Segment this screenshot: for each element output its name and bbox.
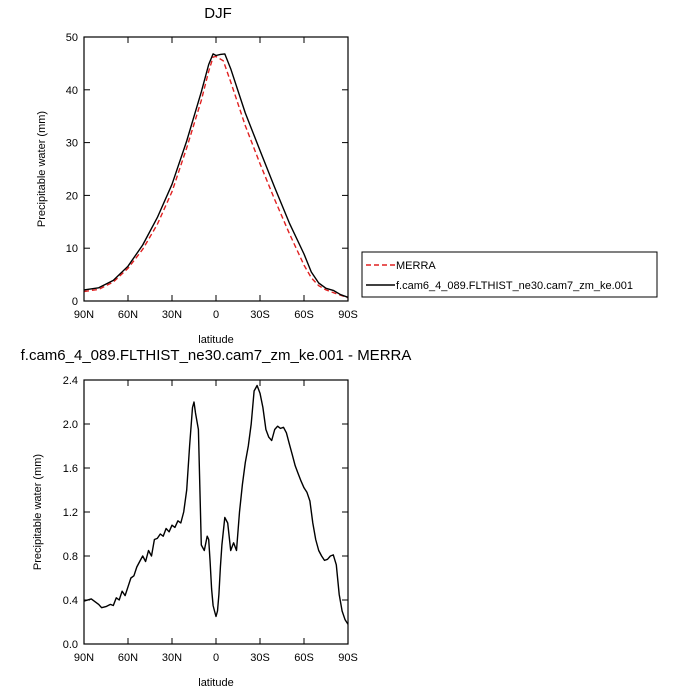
- top-plot-frame: [83, 36, 349, 302]
- y-tick-label: 0.0: [63, 639, 78, 651]
- x-tick-label: 30N: [162, 309, 182, 321]
- x-tick-label: 60N: [118, 309, 138, 321]
- y-tick-label: 0.8: [63, 551, 78, 563]
- y-tick-label: 40: [66, 85, 78, 97]
- top-y-ticks: 0 10 20 30 40 50: [66, 32, 348, 308]
- x-tick-label: 90N: [74, 652, 94, 664]
- y-tick-label: 2.4: [63, 375, 78, 387]
- top-chart: DJF 0 10 20 30 40 50 90N 60N 30N 0 30S 60S 90S Prec…: [36, 5, 358, 346]
- series-line-0: [83, 55, 349, 299]
- top-chart-title: DJF: [204, 5, 232, 22]
- y-tick-label: 1.6: [63, 463, 78, 475]
- x-tick-label: 90N: [74, 309, 94, 321]
- x-tick-label: 30S: [250, 309, 270, 321]
- x-tick-label: 0: [213, 309, 219, 321]
- series-line-1: [83, 53, 349, 298]
- bottom-plot-frame: [83, 379, 349, 645]
- y-tick-label: 10: [66, 243, 78, 255]
- bottom-y-axis-label: Precipitable water (mm): [32, 454, 44, 570]
- x-tick-label: 90S: [338, 652, 358, 664]
- y-tick-label: 0: [72, 296, 78, 308]
- series-line-0: [83, 384, 349, 625]
- bottom-y-ticks: 0.0 0.4 0.8 1.2 1.6 2.0 2.4: [63, 375, 348, 651]
- y-tick-label: 30: [66, 138, 78, 150]
- top-x-axis-label: latitude: [198, 334, 233, 346]
- bottom-chart: f.cam6_4_089.FLTHIST_ne30.cam7_zm_ke.001…: [21, 347, 412, 689]
- x-tick-label: 60S: [294, 309, 314, 321]
- y-tick-label: 2.0: [63, 419, 78, 431]
- legend-box: [361, 251, 658, 298]
- bottom-series-lines: [83, 384, 349, 625]
- x-tick-label: 30N: [162, 652, 182, 664]
- y-tick-label: 20: [66, 190, 78, 202]
- y-tick-label: 50: [66, 32, 78, 44]
- y-tick-label: 1.2: [63, 507, 78, 519]
- bottom-x-axis-label: latitude: [198, 677, 233, 689]
- legend: MERRA f.cam6_4_089.FLTHIST_ne30.cam7_zm_…: [361, 251, 658, 298]
- top-x-ticks: 90N 60N 30N 0 30S 60S 90S: [74, 37, 358, 321]
- y-tick-label: 0.4: [63, 595, 78, 607]
- bottom-x-ticks: 90N 60N 30N 0 30S 60S 90S: [74, 380, 358, 664]
- x-tick-label: 90S: [338, 309, 358, 321]
- top-y-axis-label: Precipitable water (mm): [36, 111, 48, 227]
- bottom-chart-title: f.cam6_4_089.FLTHIST_ne30.cam7_zm_ke.001…: [21, 347, 412, 364]
- top-series-lines: [83, 53, 349, 299]
- legend-label-merra: MERRA: [396, 260, 436, 272]
- x-tick-label: 60S: [294, 652, 314, 664]
- x-tick-label: 60N: [118, 652, 138, 664]
- x-tick-label: 30S: [250, 652, 270, 664]
- legend-label-model: f.cam6_4_089.FLTHIST_ne30.cam7_zm_ke.001: [396, 280, 633, 292]
- x-tick-label: 0: [213, 652, 219, 664]
